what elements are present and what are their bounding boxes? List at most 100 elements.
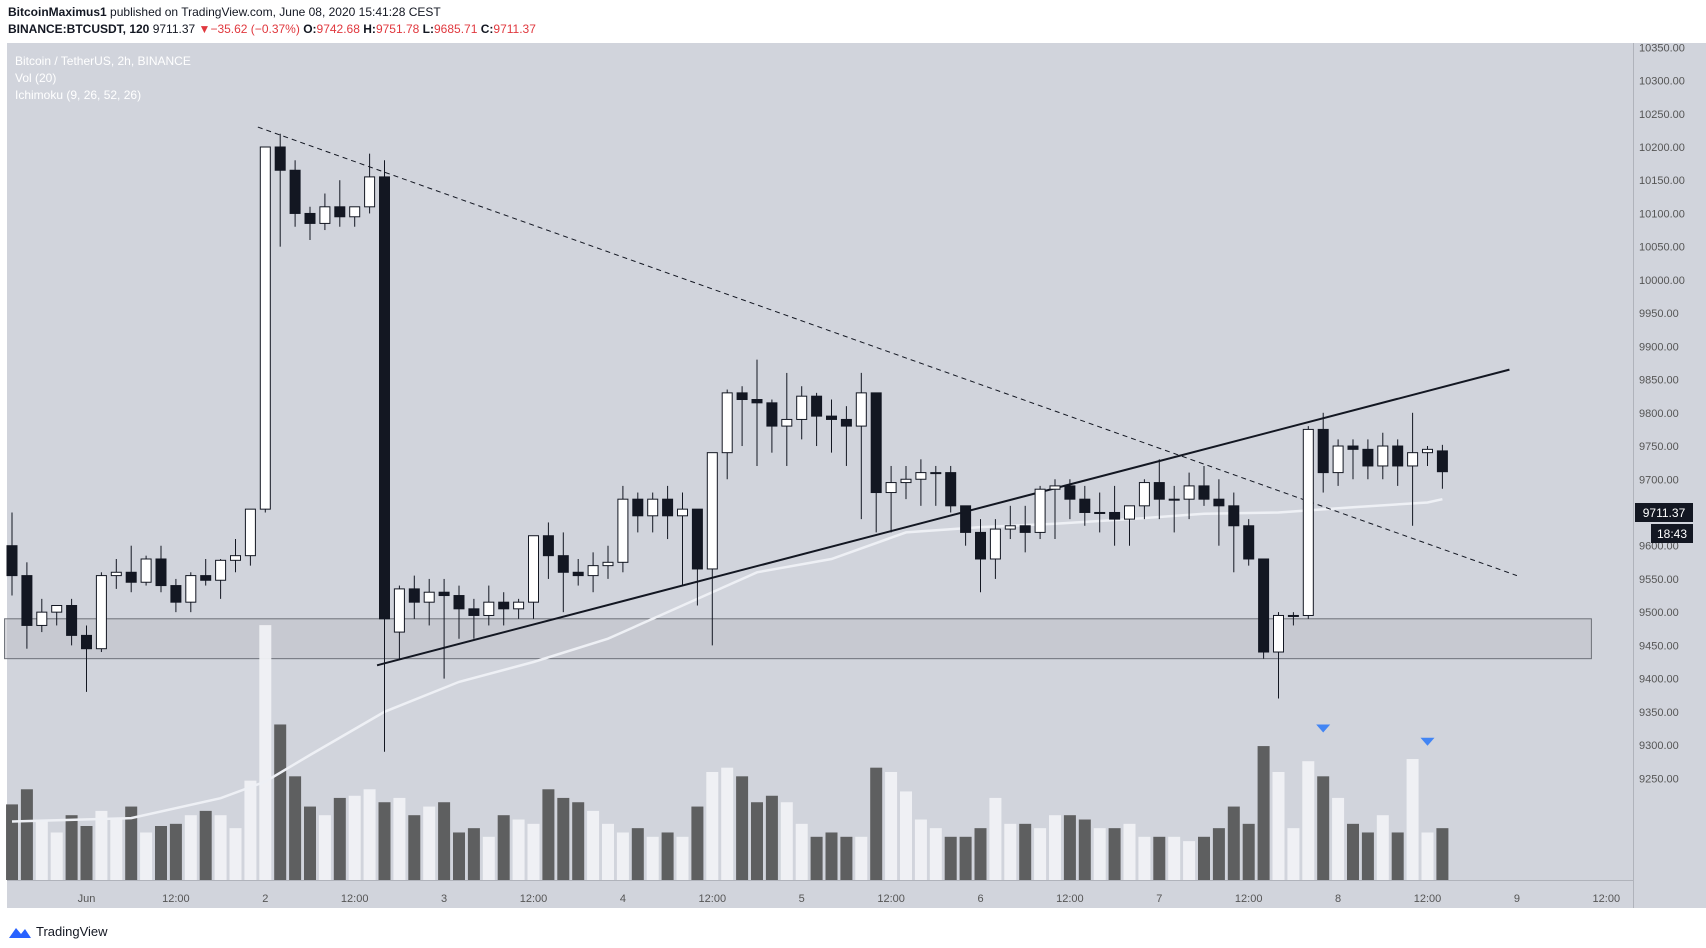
- candle-body: [1392, 445, 1404, 467]
- volume-layer: [6, 625, 1449, 880]
- candle-body: [349, 206, 361, 218]
- volume-bar: [885, 772, 898, 880]
- price-tick-label: 10000.00: [1639, 275, 1685, 287]
- volume-bar: [155, 826, 167, 880]
- volume-bar: [304, 806, 316, 880]
- candle-body: [513, 601, 525, 610]
- chart-pane-background: [7, 43, 1633, 908]
- volume-bar: [1332, 797, 1345, 880]
- candle-body: [989, 528, 1001, 560]
- legend-title[interactable]: Bitcoin / TetherUS, 2h, BINANCE: [15, 54, 191, 68]
- candle-body: [1004, 525, 1016, 530]
- candle-body: [677, 508, 688, 517]
- candle-body: [1436, 450, 1448, 473]
- ichimoku-layer: [11, 497, 1443, 823]
- author-name[interactable]: BitcoinMaximus1: [8, 5, 107, 19]
- volume-bar: [587, 810, 600, 880]
- volume-bar: [363, 789, 376, 880]
- volume-bar: [1108, 828, 1121, 880]
- price-tick-label: 10150.00: [1639, 175, 1685, 187]
- price-change: −35.62 (−0.37%): [210, 22, 300, 36]
- price-tick-label: 9250.00: [1639, 773, 1679, 785]
- time-tick-label: 12:00: [1056, 893, 1084, 905]
- volume-bar: [1153, 836, 1166, 880]
- candle-body: [170, 585, 182, 603]
- candle-body: [1198, 485, 1210, 500]
- legend-ichimoku[interactable]: Ichimoku (9, 26, 52, 26): [15, 88, 141, 102]
- publish-info: BitcoinMaximus1 published on TradingView…: [8, 5, 441, 19]
- volume-bar: [512, 819, 525, 880]
- descending-trendline: [257, 126, 1518, 577]
- volume-bar: [110, 819, 123, 880]
- volume-bar: [497, 815, 510, 880]
- volume-bar: [974, 828, 987, 880]
- volume-bar: [423, 806, 436, 880]
- volume-bar: [333, 797, 346, 880]
- candle-body: [438, 591, 450, 597]
- candle-body: [1377, 445, 1389, 467]
- candle-body: [1273, 614, 1284, 653]
- candle-body: [155, 558, 167, 587]
- candle-body: [423, 591, 435, 603]
- volume-bar: [1004, 823, 1017, 880]
- volume-bar: [1287, 828, 1300, 880]
- candle-body: [319, 206, 331, 224]
- volume-bar: [1123, 823, 1136, 880]
- chart-legend: Bitcoin / TetherUS, 2h, BINANCE Vol (20)…: [15, 54, 191, 102]
- symbol-ohlc-line: BINANCE:BTCUSDT, 120 9711.37 ▼−35.62 (−0…: [8, 22, 536, 36]
- volume-bar: [467, 828, 480, 880]
- candle-body: [1153, 482, 1165, 500]
- candle-body: [945, 472, 957, 507]
- candle-body: [483, 601, 495, 616]
- time-tick-label: 12:00: [162, 893, 190, 905]
- volume-bar: [1376, 815, 1389, 880]
- candle-body: [1183, 485, 1195, 500]
- candle-body: [140, 558, 152, 583]
- volume-bar: [50, 832, 63, 880]
- price-tick-label: 9850.00: [1639, 375, 1679, 387]
- volume-bar: [602, 823, 614, 880]
- volume-bar: [810, 836, 823, 880]
- candle-body: [542, 535, 554, 557]
- volume-bar: [989, 797, 1002, 880]
- volume-bar: [1227, 806, 1240, 880]
- volume-bar: [1212, 828, 1225, 880]
- candle-body: [6, 545, 18, 577]
- price-axis-background[interactable]: [1634, 43, 1706, 908]
- time-tick-label: 3: [441, 893, 447, 905]
- volume-bar: [572, 802, 585, 880]
- candle-body: [930, 472, 942, 475]
- trendline-layer[interactable]: [257, 126, 1518, 667]
- time-tick-label: 4: [620, 893, 626, 905]
- signal-marker-icon: [1316, 724, 1331, 733]
- candle-body: [1034, 488, 1046, 533]
- volume-bar: [65, 815, 78, 880]
- volume-bar: [1257, 746, 1270, 880]
- high-label: H:: [363, 22, 376, 36]
- volume-bar: [1436, 828, 1449, 880]
- volume-bar: [1361, 832, 1374, 880]
- candle-body: [230, 555, 241, 561]
- volume-bar: [616, 832, 629, 880]
- volume-bar: [140, 832, 153, 880]
- low-label: L:: [422, 22, 434, 36]
- volume-bar: [870, 767, 883, 880]
- candle-body: [662, 498, 674, 517]
- candle-body: [95, 575, 107, 650]
- candle-body: [1287, 614, 1299, 617]
- candles-layer: [6, 133, 1448, 752]
- candle-body: [721, 392, 733, 454]
- tradingview-brand[interactable]: TradingView: [8, 924, 108, 939]
- candle-body: [1213, 498, 1225, 507]
- volume-bar: [1406, 759, 1419, 880]
- price-tick-label: 9600.00: [1639, 541, 1679, 553]
- support-zone-layer: [4, 618, 1592, 660]
- candle-body: [1049, 485, 1061, 490]
- volume-bar: [453, 832, 465, 880]
- candle-body: [572, 571, 584, 577]
- candle-body: [1138, 482, 1150, 507]
- time-axis-background[interactable]: [7, 880, 1633, 908]
- legend-volume[interactable]: Vol (20): [15, 71, 56, 85]
- candle-body: [885, 482, 897, 494]
